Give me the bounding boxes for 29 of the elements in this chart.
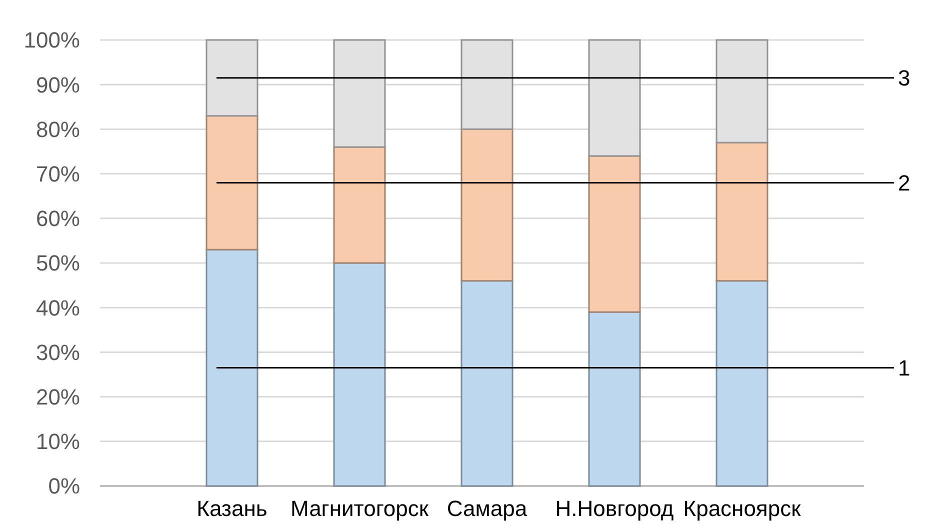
y-tick-label: 40%: [36, 295, 80, 320]
y-tick-label: 100%: [24, 28, 80, 53]
bar: [333, 262, 386, 487]
y-tick-label: 60%: [36, 206, 80, 232]
bar: [460, 280, 514, 487]
text: 3: [898, 66, 910, 91]
text: 2: [898, 170, 910, 196]
bar: [206, 248, 258, 487]
x-tick-label: Самара: [446, 496, 528, 521]
x-tick-label: Н.Новгород: [555, 496, 674, 521]
y-tick-label: 70%: [36, 162, 80, 186]
bar: [588, 155, 641, 313]
bar: [206, 115, 258, 250]
bar: [333, 146, 386, 264]
y-tick-label: 20%: [36, 384, 80, 410]
y-tick-label: 10%: [36, 429, 80, 454]
x-tick-label: Магнитогорск: [290, 496, 429, 521]
y-tick-label: 50%: [36, 250, 80, 276]
y-tick-label: 80%: [36, 116, 80, 142]
bar: [460, 128, 514, 282]
x-tick-label: Казань: [196, 496, 268, 521]
bar: [716, 280, 768, 487]
y-tick-label: 90%: [36, 72, 80, 98]
bar: [716, 142, 768, 282]
x-tick-label: Красноярск: [683, 496, 802, 521]
bar: [588, 311, 641, 487]
y-tick-label: 30%: [36, 340, 80, 365]
y-tick-label: 0%: [48, 474, 80, 499]
text: 1: [898, 356, 910, 381]
